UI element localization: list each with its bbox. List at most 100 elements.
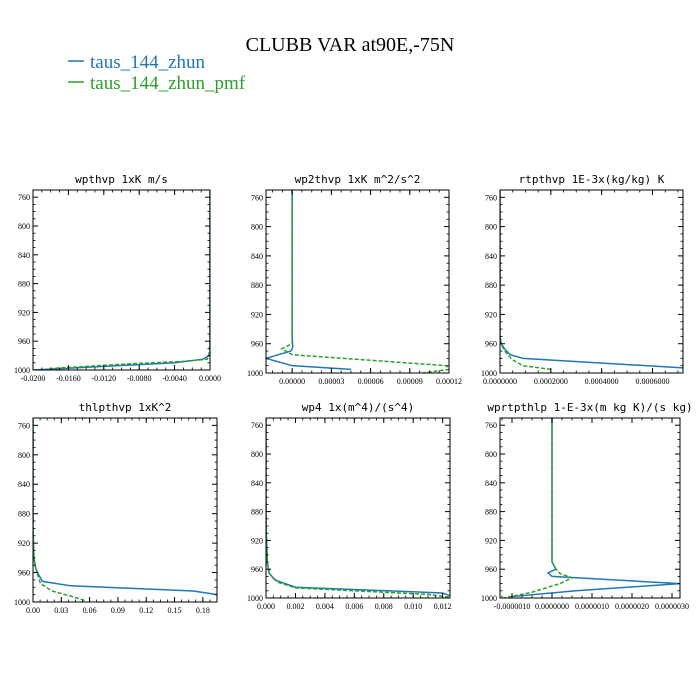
- y-tick-label: 840: [251, 252, 263, 261]
- x-tick-label: 0.010: [404, 602, 422, 611]
- legend: taus_144_zhun taus_144_zhun_pmf: [68, 52, 246, 94]
- x-tick-label: 0.0004000: [585, 377, 619, 386]
- y-tick-label: 880: [18, 280, 30, 289]
- x-tick-label: 0.12: [139, 606, 153, 615]
- y-tick-label: 880: [251, 281, 263, 290]
- x-tick-label: 0.0002000: [534, 377, 568, 386]
- x-tick-label: 0.00000: [279, 377, 305, 386]
- panel-title: wp2thvp 1xK m^2/s^2: [295, 173, 421, 186]
- series-line-1: [33, 418, 217, 596]
- y-tick-label: 960: [485, 340, 497, 349]
- panel-4: thlpthvp 1xK^2 760 800 840 880 920 960 10000.00…: [14, 401, 218, 615]
- y-tick-label: 920: [251, 310, 263, 319]
- y-tick-label: 960: [18, 569, 30, 578]
- y-tick-label: 800: [485, 223, 497, 232]
- y-tick-label: 760: [485, 421, 497, 430]
- y-tick-label: 840: [485, 479, 497, 488]
- x-tick-label: 0.09: [111, 606, 125, 615]
- y-tick-label: 1000: [14, 598, 30, 607]
- y-tick-label: 800: [485, 450, 497, 459]
- x-tick-label: 0.002: [286, 602, 304, 611]
- series-line-1: [500, 190, 683, 369]
- panel-title: rtpthvp 1E-3x(kg/kg) K: [519, 173, 665, 186]
- x-tick-label: 0.18: [196, 606, 210, 615]
- x-tick-label: 0.008: [375, 602, 393, 611]
- series-line-1: [266, 190, 352, 371]
- x-tick-label: 0.15: [168, 606, 182, 615]
- y-tick-label: 920: [251, 536, 263, 545]
- y-tick-label: 920: [18, 308, 30, 317]
- y-tick-label: 760: [18, 421, 30, 430]
- y-tick-label: 800: [18, 222, 30, 231]
- y-tick-label: 920: [485, 310, 497, 319]
- plot-frame: [265, 189, 450, 374]
- y-tick-label: 760: [485, 193, 497, 202]
- y-tick-label: 840: [251, 479, 263, 488]
- x-tick-label: 0.000: [257, 602, 275, 611]
- panel-title: thlpthvp 1xK^2: [79, 401, 172, 414]
- x-tick-label: 0.0000000: [535, 602, 569, 611]
- series-line-2: [500, 190, 551, 371]
- panel-5: wp4 1x(m^4)/(s^4)76080084088092096010000…: [247, 401, 452, 611]
- series-line-2: [33, 418, 86, 602]
- y-tick-label: 760: [251, 421, 263, 430]
- legend-label-2: taus_144_zhun_pmf: [90, 73, 246, 94]
- x-tick-label: 0.06: [83, 606, 97, 615]
- x-tick-label: 0.006: [345, 602, 363, 611]
- series-line-1: [33, 190, 210, 370]
- panel-6: wprtpthlp 1-E-3x(m kg K)/(s kg) 760 800 840…: [481, 401, 693, 611]
- y-tick-label: 1000: [247, 369, 263, 378]
- series-line-1: [511, 418, 680, 598]
- y-tick-label: 840: [18, 480, 30, 489]
- x-tick-label: -0.0120: [91, 374, 116, 383]
- x-tick-label: 0.00: [26, 606, 40, 615]
- y-tick-label: 800: [18, 451, 30, 460]
- x-tick-label: -0.0040: [162, 374, 187, 383]
- series-line-2: [266, 418, 450, 598]
- x-tick-label: 0.00003: [318, 377, 344, 386]
- x-tick-label: 0.0000: [199, 374, 221, 383]
- x-tick-label: 0.012: [434, 602, 452, 611]
- series-line-2: [50, 190, 210, 370]
- x-tick-label: 0.0000030: [655, 602, 689, 611]
- y-tick-label: 960: [251, 565, 263, 574]
- y-tick-label: 800: [251, 223, 263, 232]
- x-tick-label: 0.00006: [358, 377, 384, 386]
- y-tick-label: 1000: [14, 366, 30, 375]
- y-tick-label: 840: [18, 251, 30, 260]
- y-tick-label: 840: [485, 252, 497, 261]
- plot-frame: [499, 189, 684, 374]
- plot-frame: [32, 189, 211, 371]
- panel-1: wpthvp 1xK m/s 760 800 840 880 920 960 1000 -0.0…: [14, 173, 221, 383]
- panel-title: wp4 1x(m^4)/(s^4): [302, 401, 415, 414]
- panel-3: rtpthvp 1E-3x(kg/kg) K 760 800 840 880 920 960…: [481, 173, 684, 386]
- x-tick-label: 0.00012: [436, 377, 462, 386]
- y-tick-label: 800: [251, 450, 263, 459]
- x-tick-label: 0.0000000: [483, 377, 517, 386]
- panel-title: wpthvp 1xK m/s: [75, 173, 168, 186]
- series-line-1: [266, 418, 450, 597]
- y-tick-label: 920: [18, 539, 30, 548]
- x-tick-label: -0.0160: [56, 374, 81, 383]
- legend-label-1: taus_144_zhun: [90, 52, 206, 73]
- y-tick-label: 760: [18, 193, 30, 202]
- y-tick-label: 1000: [247, 594, 263, 603]
- y-tick-label: 1000: [481, 369, 497, 378]
- x-tick-label: 0.0006000: [636, 377, 670, 386]
- x-tick-label: 0.03: [54, 606, 68, 615]
- x-tick-label: 0.004: [316, 602, 334, 611]
- panel-title: wprtpthlp 1-E-3x(m kg K)/(s kg): [487, 401, 692, 414]
- y-tick-label: 880: [18, 510, 30, 519]
- x-tick-label: 0.0000010: [575, 602, 609, 611]
- x-tick-label: -0.0000010: [494, 602, 531, 611]
- plot-frame: [32, 417, 218, 603]
- plot-frame: [265, 417, 451, 599]
- series-line-2: [503, 418, 574, 598]
- x-tick-label: 0.0000020: [615, 602, 649, 611]
- y-tick-label: 960: [18, 337, 30, 346]
- y-tick-label: 880: [485, 508, 497, 517]
- x-tick-label: 0.00009: [397, 377, 423, 386]
- y-tick-label: 960: [251, 340, 263, 349]
- y-tick-label: 880: [485, 281, 497, 290]
